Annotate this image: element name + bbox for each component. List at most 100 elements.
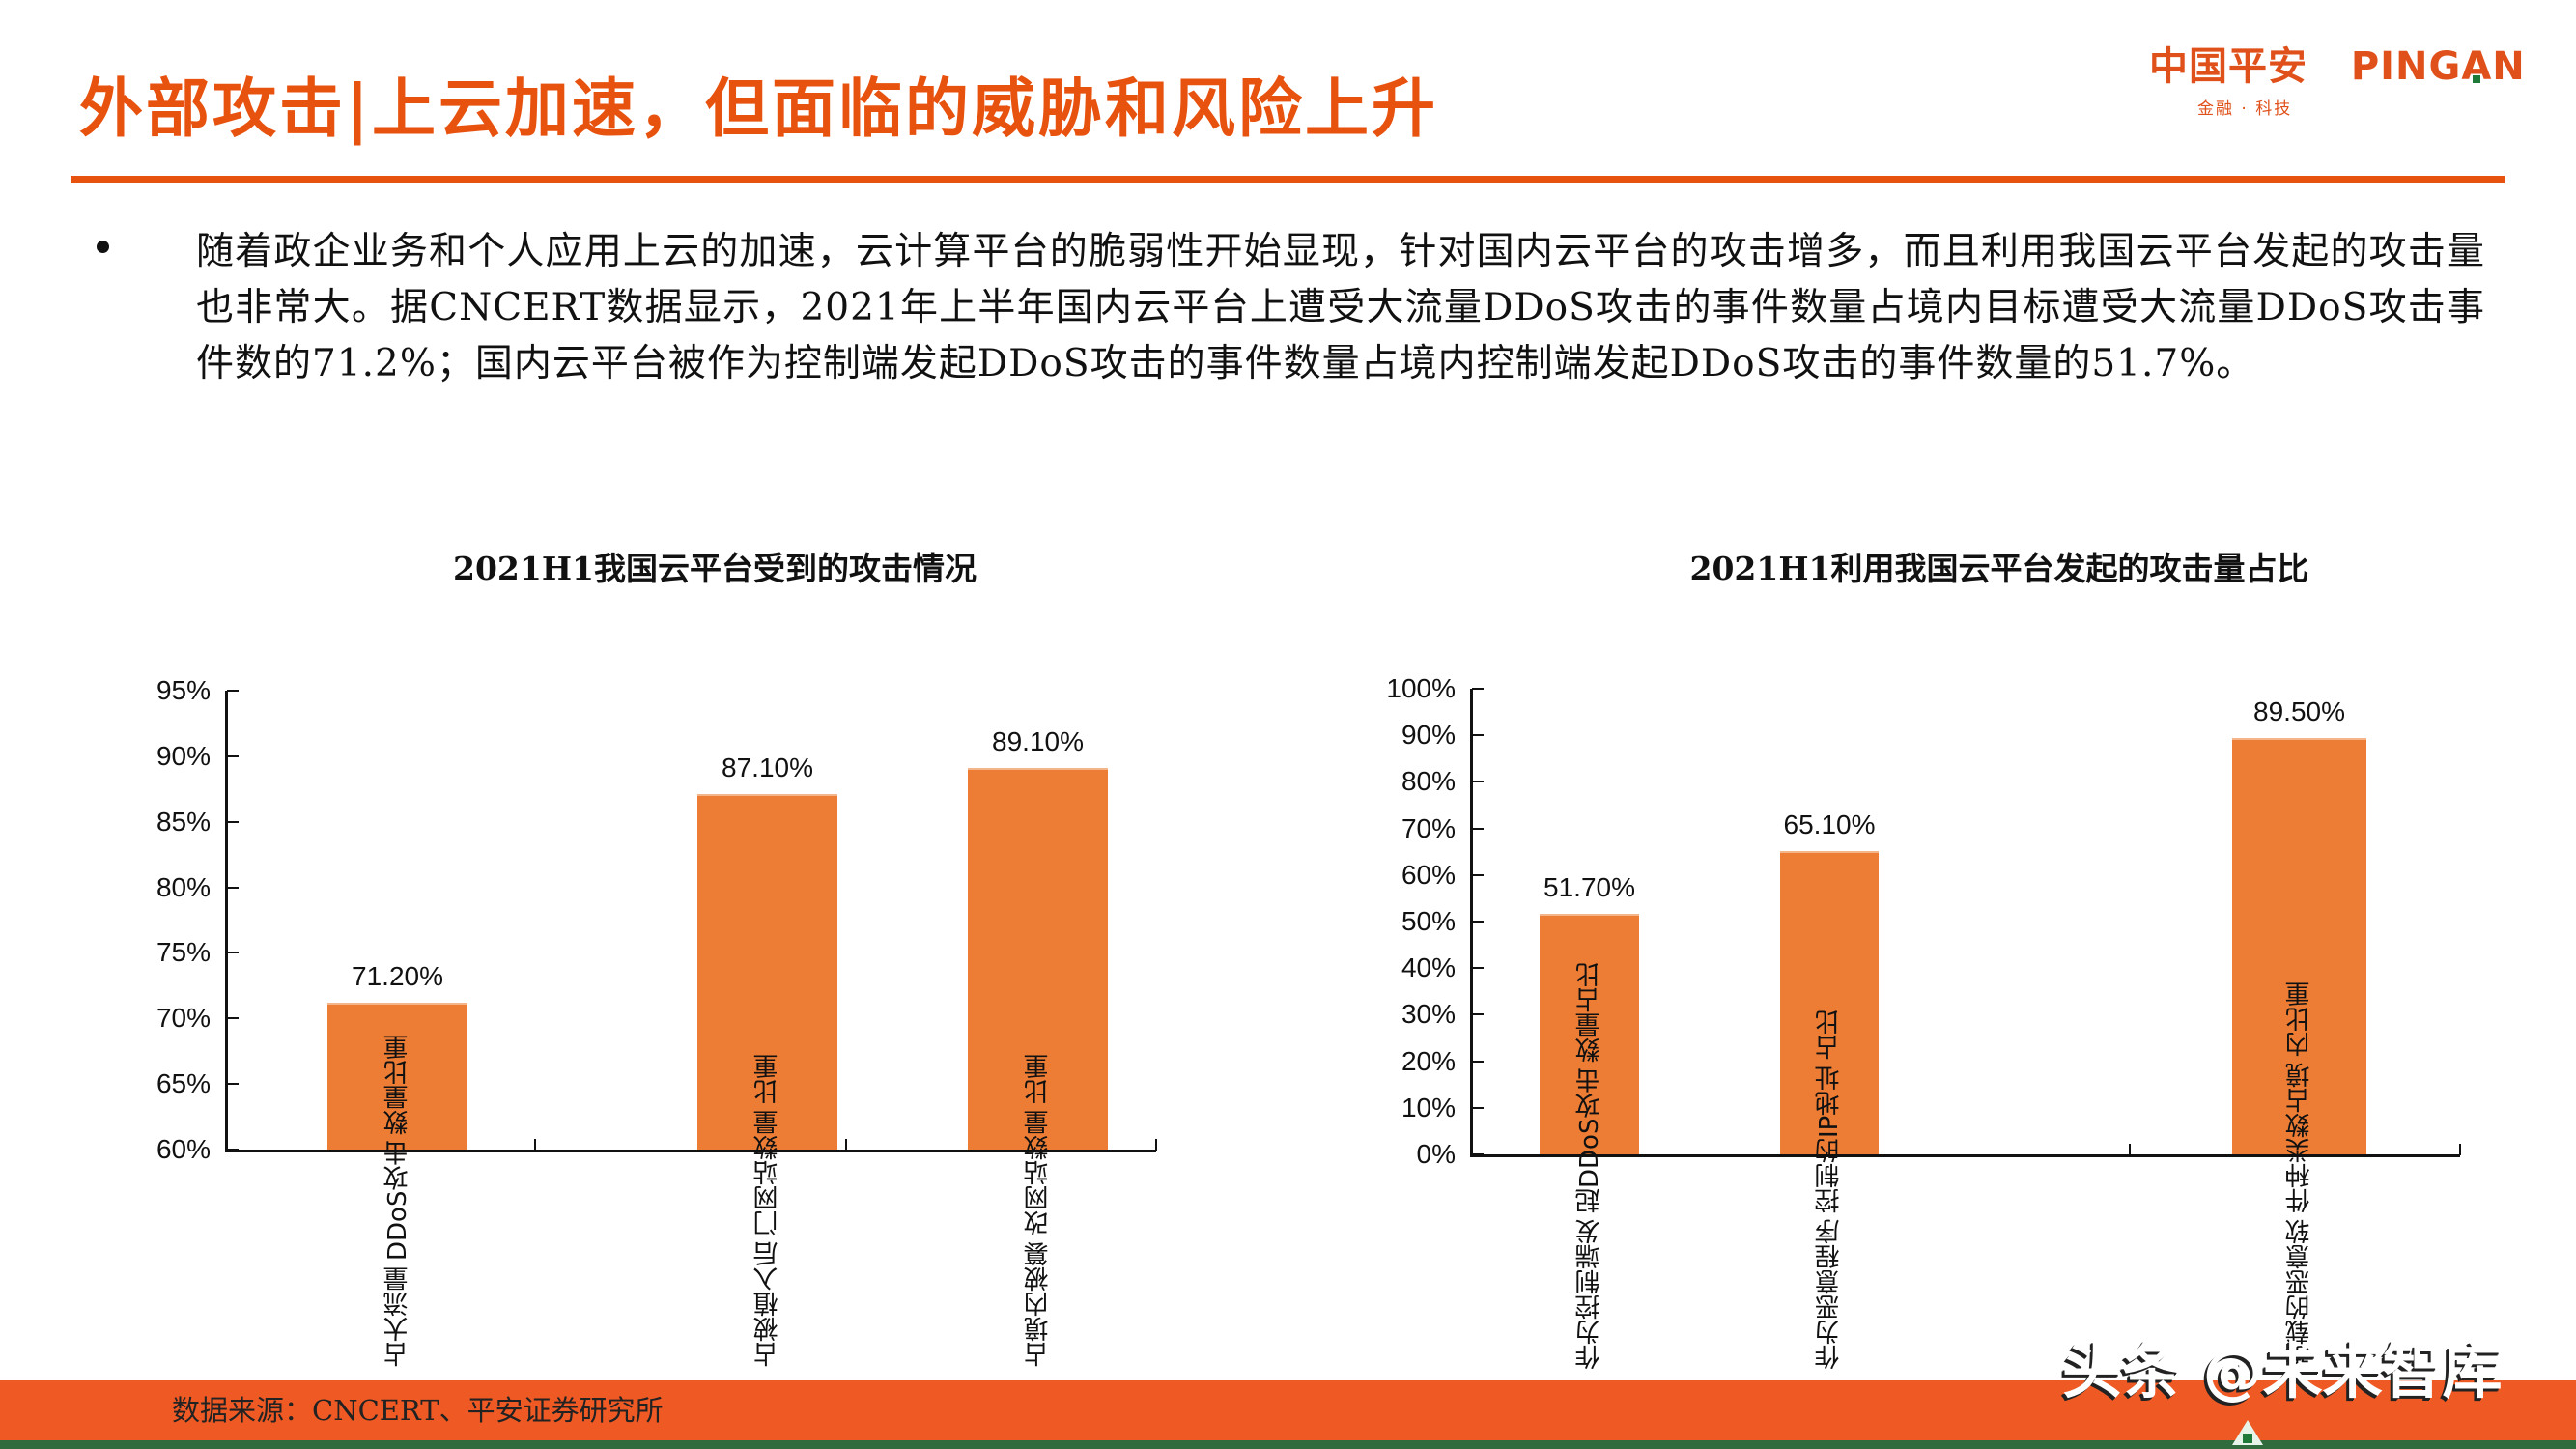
y-tick: [227, 690, 239, 692]
category-label-line: 数量比重: [382, 1034, 412, 1135]
x-tick: [2129, 1144, 2132, 1155]
category-label-line: 作为控制端发: [1574, 1219, 1604, 1370]
y-tick: [227, 1083, 239, 1086]
bar-value-label: 87.10%: [722, 753, 813, 783]
bar-3: [968, 768, 1108, 1150]
y-tick: [227, 952, 239, 954]
y-tick: [227, 886, 239, 889]
x-tick: [2459, 1144, 2461, 1155]
y-tick-label: 80%: [156, 871, 211, 902]
y-tick-label: 10%: [1401, 1092, 1456, 1122]
category-label-line: 改网站数量: [1023, 1110, 1053, 1236]
y-tick-label: 80%: [1401, 766, 1456, 797]
y-tick-label: 20%: [1401, 1045, 1456, 1076]
x-axis: [225, 1150, 1156, 1152]
category-label: 占境内被篡 改网站数量 比重: [986, 1054, 1090, 1367]
y-tick: [1472, 1153, 1484, 1155]
y-tick: [1472, 781, 1484, 783]
category-label-line: 比重: [1023, 1054, 1053, 1104]
x-tick: [1155, 1139, 1157, 1151]
y-tick-label: 40%: [1401, 952, 1456, 983]
y-tick-label: 90%: [156, 740, 211, 771]
y-tick-label: 90%: [1401, 720, 1456, 751]
category-label-line: 占比: [1815, 1009, 1844, 1060]
y-axis: [1470, 689, 1473, 1156]
footer-green-strip: [0, 1440, 2576, 1449]
x-axis: [1470, 1154, 2460, 1157]
y-tick-label: 65%: [156, 1068, 211, 1099]
y-tick: [1472, 873, 1484, 876]
y-tick: [1472, 688, 1484, 690]
bar-value-label: 71.20%: [352, 961, 443, 991]
logo-green-square-icon: [2473, 75, 2481, 83]
y-tick-label: 60%: [1401, 859, 1456, 890]
bar-value-label: 89.10%: [992, 726, 1084, 757]
y-tick: [1472, 734, 1484, 737]
bar-3: [2232, 737, 2366, 1154]
category-label-line: 占大流量: [382, 1266, 412, 1367]
y-tick-label: 60%: [156, 1134, 211, 1164]
y-tick-label: 50%: [1401, 906, 1456, 936]
logo-en-prefix: PING: [2350, 44, 2462, 89]
chart-title: 2021H1我国云平台受到的攻击情况: [453, 550, 977, 587]
body-paragraph: 随着政企业务和个人应用上云的加速，云计算平台的脆弱性开始显现，针对国内云平台的攻…: [196, 230, 2485, 385]
logo-en-a: A: [2461, 44, 2493, 89]
category-label-line: 作为恶意程序: [1815, 1219, 1844, 1370]
logo-en-suffix: N: [2492, 44, 2526, 89]
logo-cn: 中国平安: [2149, 44, 2307, 89]
y-tick-label: 70%: [156, 1003, 211, 1034]
bar-2: [697, 794, 837, 1150]
title-divider: [71, 176, 2505, 183]
y-tick: [1472, 1106, 1484, 1109]
y-tick-label: 0%: [1416, 1139, 1456, 1169]
y-tick: [1472, 1013, 1484, 1016]
slide-title: 外部攻击|上云加速，但面临的威胁和风险上升: [79, 71, 1439, 146]
bar-1: [327, 1003, 467, 1150]
bar-value-label: 51.70%: [1543, 871, 1635, 902]
logo-wordmark: 中国平安 PINGA N: [2149, 35, 2555, 91]
category-label-line: 占被植入后: [752, 1241, 782, 1367]
bullet-icon: [97, 241, 109, 253]
data-source: 数据来源：CNCERT、平安证券研究所: [172, 1394, 664, 1427]
category-label-line: 占境内被篡: [1023, 1241, 1053, 1367]
y-tick-label: 95%: [156, 675, 211, 705]
y-tick: [1472, 921, 1484, 923]
pingan-logo: 中国平安 PINGA N 金融 · 科技: [2149, 35, 2555, 119]
y-tick: [1472, 967, 1484, 970]
y-tick: [227, 1017, 239, 1020]
logo-tagline: 金融 · 科技: [2197, 99, 2293, 119]
y-tick: [1472, 1060, 1484, 1063]
chart-title: 2021H1利用我国云平台发起的攻击量占比: [1689, 550, 2309, 587]
category-label-line: 内比重: [2284, 981, 2314, 1057]
category-label: 作为控制端发 起DDoS攻击 数量占比: [1538, 962, 1642, 1370]
watermark: 头条 @未来智库: [2062, 1336, 2503, 1406]
y-tick-label: 100%: [1386, 673, 1456, 703]
category-label: 作为恶意程序 控制的IP地址 占比: [1777, 1009, 1882, 1370]
y-tick: [227, 1149, 239, 1151]
category-label-line: 数量占比: [1574, 961, 1604, 1063]
footer-band: [0, 1380, 2576, 1440]
category-label: 占大流量 DDoS攻击 数量比重: [346, 1035, 450, 1367]
category-label-line: 起DDoS攻击: [1574, 1067, 1604, 1213]
y-axis: [225, 691, 228, 1151]
category-label-line: 门网站数量: [752, 1110, 782, 1236]
x-tick: [844, 1139, 847, 1151]
y-tick-label: 85%: [156, 806, 211, 837]
x-tick: [534, 1139, 537, 1151]
y-tick: [227, 754, 239, 757]
category-label-line: DDoS攻击: [382, 1140, 412, 1261]
bar-1: [1540, 913, 1639, 1154]
y-tick: [1472, 827, 1484, 830]
category-label-line: 比重: [752, 1054, 782, 1104]
bar-2: [1780, 851, 1879, 1154]
bar-value-label: 65.10%: [1783, 810, 1876, 840]
category-label-line: 控制的IP地址: [1815, 1065, 1844, 1213]
y-tick-label: 30%: [1401, 999, 1456, 1030]
footer-logo-dot-icon: [2243, 1434, 2252, 1443]
bar-value-label: 89.50%: [2253, 696, 2345, 726]
category-label-line: 件种类数占境: [2284, 1063, 2314, 1213]
y-tick: [227, 820, 239, 823]
category-label: 占被植入后 门网站数量 比重: [716, 1054, 820, 1367]
y-tick-label: 75%: [156, 937, 211, 968]
y-tick-label: 70%: [1401, 812, 1456, 843]
